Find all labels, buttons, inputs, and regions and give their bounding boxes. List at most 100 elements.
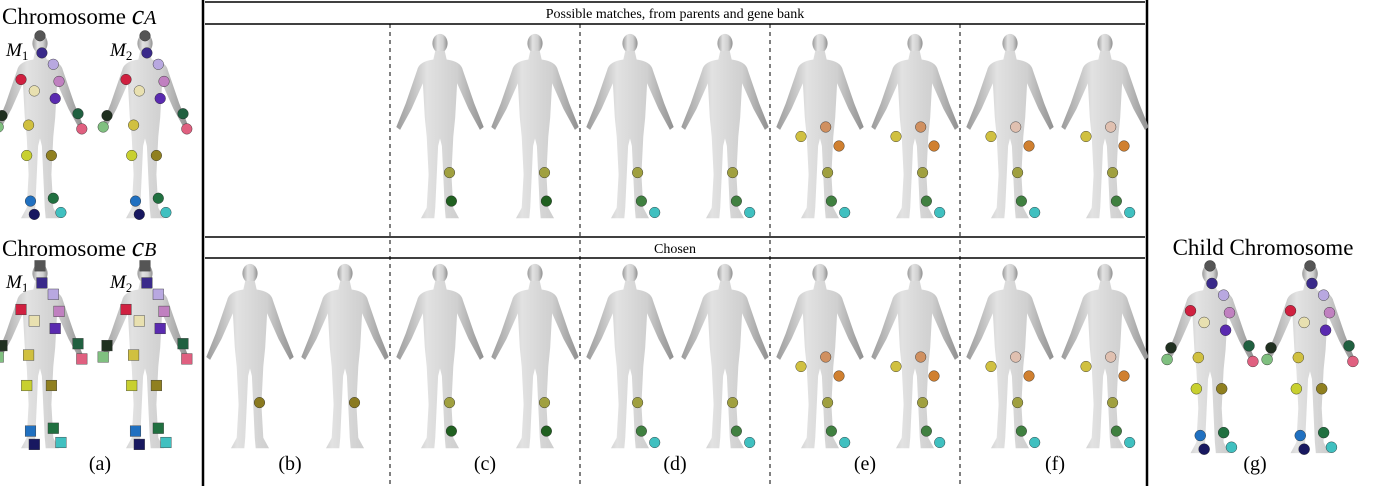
gene-cube — [141, 277, 153, 289]
gene-sphere — [1204, 260, 1216, 272]
gene-sphere — [1261, 353, 1273, 366]
gene-sphere — [47, 192, 59, 204]
gene-sphere — [177, 108, 189, 120]
gene-cube — [53, 305, 65, 317]
gene-sphere — [822, 397, 834, 409]
gene-sphere — [730, 425, 742, 437]
panel-caption: (c) — [474, 453, 496, 475]
gene-cube — [126, 379, 138, 392]
gene-cube — [128, 349, 140, 361]
gene-sphere — [139, 30, 151, 42]
human-figure — [301, 263, 389, 449]
gene-cube — [152, 422, 164, 434]
gene-sphere — [1107, 397, 1119, 409]
gene-cube — [47, 422, 59, 434]
gene-sphere — [744, 206, 756, 219]
gene-sphere — [632, 167, 644, 179]
human-figure — [966, 33, 1054, 219]
gene-cube — [21, 379, 33, 392]
gene-sphere — [1216, 383, 1228, 395]
panel-caption: (a) — [89, 453, 111, 475]
gene-sphere — [934, 206, 946, 219]
gene-sphere — [1015, 425, 1027, 437]
human-figure — [0, 33, 84, 219]
human-figure — [871, 33, 959, 219]
gene-sphere — [1198, 316, 1210, 329]
gene-sphere — [727, 397, 739, 409]
gene-cube — [97, 351, 109, 363]
model-label: M2 — [109, 272, 132, 295]
gene-cube — [154, 322, 166, 335]
gene-cube — [139, 260, 151, 272]
gene-sphere — [1290, 383, 1303, 395]
gene-sphere — [985, 360, 997, 373]
human-figure — [101, 33, 189, 219]
gene-sphere — [1029, 206, 1041, 219]
gene-sphere — [129, 195, 142, 207]
chromosome-b-title: Chromosome cB — [2, 232, 156, 263]
gene-cube — [0, 340, 8, 352]
human-figure — [871, 263, 959, 449]
gene-sphere — [152, 58, 164, 70]
gene-sphere — [1198, 443, 1210, 455]
gene-sphere — [1306, 277, 1318, 290]
gene-sphere — [1010, 121, 1022, 133]
gene-cube — [72, 338, 84, 350]
gene-sphere — [76, 123, 88, 135]
gene-cube — [36, 277, 48, 289]
gene-sphere — [45, 149, 57, 162]
gene-sphere — [0, 121, 4, 133]
human-figure — [681, 33, 769, 219]
gene-sphere — [1023, 140, 1035, 152]
gene-sphere — [1105, 351, 1117, 363]
gene-sphere — [1080, 130, 1092, 143]
gene-sphere — [632, 397, 644, 409]
gene-sphere — [1247, 355, 1259, 368]
gene-sphere — [727, 167, 739, 179]
gene-sphere — [1319, 324, 1332, 336]
gene-sphere — [1219, 324, 1232, 336]
figures — [0, 30, 1359, 455]
gene-cube — [133, 438, 145, 450]
human-figure — [586, 263, 674, 449]
gene-sphere — [34, 30, 46, 42]
gene-cube — [28, 438, 40, 450]
gene-cube — [49, 322, 61, 335]
human-figure — [1165, 263, 1255, 454]
human-figure — [491, 263, 579, 449]
gene-sphere — [1298, 443, 1310, 455]
gene-sphere — [1292, 351, 1304, 364]
gene-sphere — [443, 167, 456, 179]
gene-cube — [101, 340, 113, 352]
gene-cube — [181, 353, 193, 365]
gene-sphere — [1124, 206, 1136, 219]
gene-sphere — [1012, 167, 1024, 179]
gene-cube — [177, 338, 189, 350]
gene-sphere — [128, 119, 140, 131]
gene-cube — [152, 288, 164, 300]
gene-sphere — [795, 130, 807, 143]
gene-sphere — [23, 119, 35, 131]
gene-sphere — [820, 351, 832, 363]
gene-sphere — [160, 206, 172, 219]
gene-sphere — [540, 425, 552, 437]
human-figure — [1061, 263, 1149, 449]
gene-sphere — [158, 75, 170, 87]
gene-cube — [129, 425, 142, 437]
gene-sphere — [1284, 305, 1297, 317]
gene-sphere — [36, 47, 48, 59]
gene-cube — [120, 303, 132, 316]
gene-sphere — [928, 140, 940, 152]
human-figure — [776, 263, 864, 449]
gene-cube — [47, 288, 59, 300]
gene-sphere — [1323, 307, 1336, 319]
gene-cube — [158, 305, 170, 317]
gene-sphere — [839, 206, 851, 219]
gene-sphere — [21, 149, 33, 162]
gene-cube — [34, 260, 46, 272]
panel-caption: (e) — [854, 453, 876, 475]
gene-sphere — [28, 208, 40, 220]
gene-sphere — [1217, 426, 1230, 439]
gene-sphere — [649, 206, 661, 219]
